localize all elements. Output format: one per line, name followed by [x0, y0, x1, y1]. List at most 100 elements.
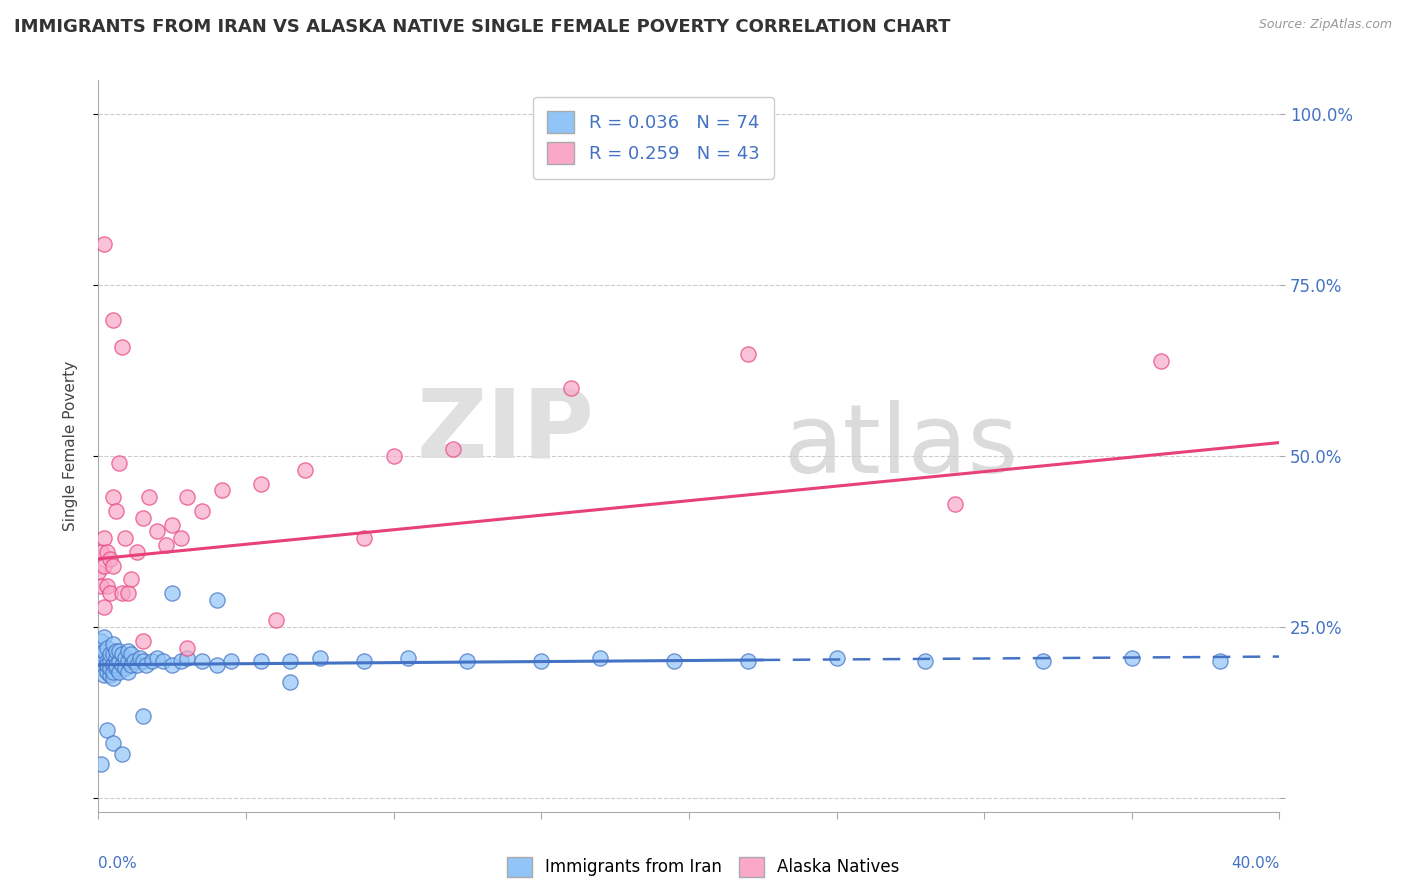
Point	[1209, 654, 1232, 668]
Point	[146, 651, 169, 665]
Point	[280, 654, 302, 668]
Point	[120, 572, 142, 586]
Point	[105, 657, 128, 672]
Point	[176, 640, 198, 655]
Legend: R = 0.036   N = 74, R = 0.259   N = 43: R = 0.036 N = 74, R = 0.259 N = 43	[533, 96, 775, 178]
Point	[114, 661, 136, 675]
Point	[146, 524, 169, 539]
Point	[120, 657, 142, 672]
Point	[96, 579, 118, 593]
Point	[90, 545, 112, 559]
Point	[155, 538, 177, 552]
Point	[250, 654, 273, 668]
Point	[103, 736, 125, 750]
Point	[108, 456, 131, 470]
Point	[103, 672, 125, 686]
Point	[141, 654, 163, 668]
Point	[125, 545, 148, 559]
Point	[205, 657, 228, 672]
Point	[93, 654, 115, 668]
Point	[114, 531, 136, 545]
Point	[105, 644, 128, 658]
Point	[90, 648, 112, 662]
Text: 0.0%: 0.0%	[98, 855, 138, 871]
Point	[560, 381, 582, 395]
Point	[132, 633, 155, 648]
Point	[103, 657, 125, 672]
Point	[105, 651, 128, 665]
Point	[398, 651, 420, 665]
Point	[93, 237, 115, 252]
Point	[138, 490, 160, 504]
Point	[382, 449, 405, 463]
Point	[191, 654, 214, 668]
Point	[111, 586, 134, 600]
Point	[90, 633, 112, 648]
Point	[162, 517, 183, 532]
Point	[353, 654, 375, 668]
Point	[132, 510, 155, 524]
Point	[90, 756, 112, 771]
Point	[98, 654, 121, 668]
Point	[98, 551, 121, 566]
Point	[264, 613, 287, 627]
Text: 40.0%: 40.0%	[1232, 855, 1279, 871]
Point	[111, 648, 134, 662]
Point	[108, 654, 131, 668]
Point	[90, 661, 112, 675]
Point	[96, 654, 118, 668]
Text: atlas: atlas	[783, 400, 1018, 492]
Point	[441, 442, 464, 457]
Text: ZIP: ZIP	[416, 384, 595, 478]
Point	[117, 586, 139, 600]
Legend: Immigrants from Iran, Alaska Natives: Immigrants from Iran, Alaska Natives	[501, 850, 905, 884]
Text: IMMIGRANTS FROM IRAN VS ALASKA NATIVE SINGLE FEMALE POVERTY CORRELATION CHART: IMMIGRANTS FROM IRAN VS ALASKA NATIVE SI…	[14, 18, 950, 36]
Point	[87, 654, 110, 668]
Point	[128, 651, 150, 665]
Point	[103, 665, 125, 679]
Point	[125, 657, 148, 672]
Point	[93, 531, 115, 545]
Point	[114, 651, 136, 665]
Point	[87, 566, 110, 580]
Point	[353, 531, 375, 545]
Point	[457, 654, 479, 668]
Point	[96, 665, 118, 679]
Point	[294, 463, 316, 477]
Point	[914, 654, 936, 668]
Point	[103, 558, 125, 573]
Point	[176, 651, 198, 665]
Point	[96, 640, 118, 655]
Point	[90, 579, 112, 593]
Point	[191, 504, 214, 518]
Point	[103, 637, 125, 651]
Point	[205, 592, 228, 607]
Point	[103, 648, 125, 662]
Point	[737, 347, 759, 361]
Point	[737, 654, 759, 668]
Point	[96, 723, 118, 737]
Point	[98, 661, 121, 675]
Point	[93, 631, 115, 645]
Point	[530, 654, 553, 668]
Y-axis label: Single Female Poverty: Single Female Poverty	[63, 361, 77, 531]
Point	[1121, 651, 1143, 665]
Point	[93, 644, 115, 658]
Point	[96, 657, 118, 672]
Point	[98, 668, 121, 682]
Point	[105, 661, 128, 675]
Point	[280, 674, 302, 689]
Point	[211, 483, 233, 498]
Point	[98, 648, 121, 662]
Point	[93, 599, 115, 614]
Point	[103, 312, 125, 326]
Point	[105, 504, 128, 518]
Point	[132, 709, 155, 723]
Point	[176, 490, 198, 504]
Point	[122, 654, 145, 668]
Point	[1032, 654, 1054, 668]
Point	[221, 654, 243, 668]
Point	[108, 665, 131, 679]
Point	[664, 654, 686, 668]
Point	[170, 531, 193, 545]
